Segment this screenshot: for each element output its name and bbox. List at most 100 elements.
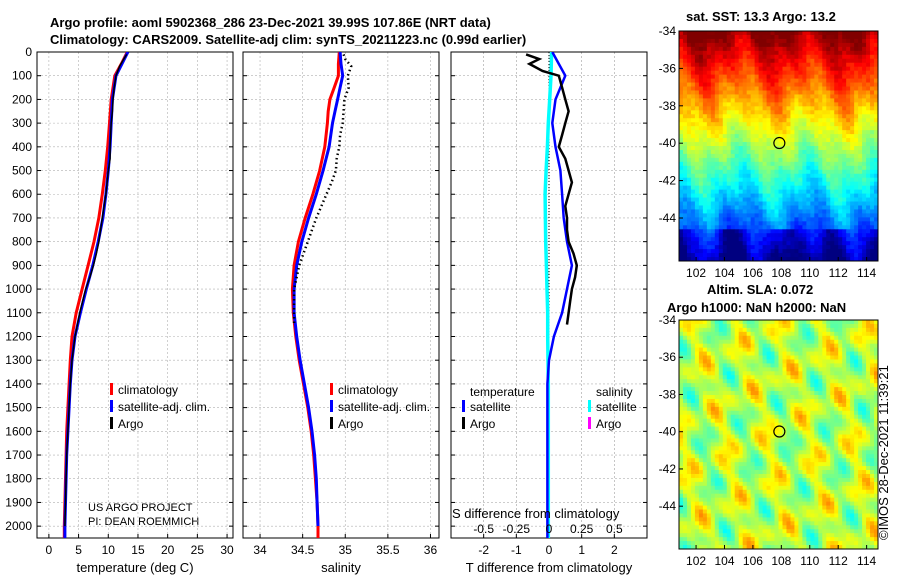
map-cell — [762, 42, 767, 48]
map-cell — [842, 225, 847, 230]
map-cell — [774, 367, 779, 372]
map-cell — [830, 157, 835, 163]
map-cell — [822, 379, 827, 384]
map-cell — [850, 110, 855, 115]
map-cell — [702, 359, 708, 364]
map-cell — [758, 323, 763, 329]
y-tick-label: 1700 — [5, 448, 32, 462]
map-cell — [718, 126, 724, 131]
map-cell — [778, 42, 783, 48]
map-cell — [874, 197, 878, 202]
map-cell — [718, 66, 724, 72]
map-cell — [722, 213, 728, 218]
map-cell — [718, 335, 724, 341]
map-cell — [742, 130, 748, 135]
map-cell — [746, 102, 752, 107]
map-cell — [734, 126, 740, 131]
map-cell — [854, 446, 859, 451]
map-cell — [726, 50, 732, 56]
map-cell — [818, 98, 823, 103]
map-cell — [686, 153, 692, 159]
map-cell — [806, 213, 811, 218]
map-cell — [770, 138, 775, 143]
map-cell — [686, 320, 692, 325]
map-cell — [774, 46, 779, 52]
map-cell — [686, 82, 692, 87]
map-cell — [790, 434, 795, 439]
map-cell — [826, 50, 831, 56]
map-cell — [806, 367, 811, 372]
map-cell — [714, 406, 720, 412]
map-cell — [866, 78, 871, 83]
map-cell — [834, 387, 839, 392]
y-tick-label: 1400 — [5, 377, 32, 391]
map-cell — [866, 82, 871, 87]
map-cell — [698, 205, 704, 210]
map-cell — [822, 343, 827, 349]
map-cell — [834, 54, 839, 60]
map-cell — [858, 114, 863, 119]
map-cell — [870, 398, 875, 404]
map-cell — [734, 320, 740, 325]
map-cell — [830, 42, 835, 48]
map-cell — [726, 363, 732, 368]
sst-map-axes: 102 104 106 108 110 112 114-34-36-38-40-42-44 — [659, 24, 879, 280]
map-cell — [686, 253, 692, 258]
map-cell — [714, 134, 720, 139]
map-cell — [834, 98, 839, 103]
map-cell — [790, 70, 795, 76]
map-cell — [722, 237, 728, 242]
map-cell — [850, 414, 855, 420]
map-cell — [874, 257, 878, 261]
map-cell — [822, 94, 827, 99]
map-cell — [850, 229, 855, 234]
map-cell — [679, 122, 684, 127]
map-cell — [822, 371, 827, 376]
map-cell — [858, 169, 863, 175]
map-cell — [698, 185, 704, 191]
map-cell — [702, 339, 708, 345]
map-cell — [718, 134, 724, 139]
map-cell — [718, 165, 724, 171]
map-cell — [698, 50, 704, 56]
map-cell — [830, 359, 835, 364]
map-cell — [758, 410, 763, 416]
map-cell — [850, 233, 855, 238]
map-cell — [822, 446, 827, 451]
map-cell — [734, 395, 740, 400]
map-cell — [706, 331, 712, 337]
map-cell — [774, 438, 779, 443]
map-cell — [690, 146, 696, 151]
map-cell — [730, 209, 736, 214]
map-cell — [810, 213, 815, 218]
map-cell — [806, 50, 811, 56]
map-cell — [686, 66, 692, 72]
map-cell — [782, 414, 787, 420]
map-cell — [790, 398, 795, 404]
map-cell — [798, 50, 803, 56]
map-cell — [786, 253, 791, 258]
map-cell — [834, 185, 839, 191]
map-cell — [690, 106, 696, 111]
map-cell — [682, 38, 688, 44]
map-cell — [706, 217, 712, 222]
map-cell — [762, 339, 767, 345]
map-cell — [686, 114, 692, 119]
map-cell — [810, 157, 815, 163]
map-cell — [679, 414, 684, 420]
map-cell — [718, 94, 724, 99]
map-cell — [774, 149, 779, 155]
map-cell — [714, 54, 720, 60]
map-cell — [746, 157, 752, 163]
map-cell — [698, 102, 704, 107]
map-cell — [810, 418, 815, 424]
map-cell — [874, 38, 878, 44]
map-cell — [742, 257, 748, 261]
map-cell — [834, 134, 839, 139]
map-cell — [726, 241, 732, 246]
map-cell — [714, 153, 720, 159]
map-cell — [838, 114, 843, 119]
map-cell — [866, 193, 871, 198]
map-cell — [774, 98, 779, 103]
map-cell — [810, 398, 815, 404]
